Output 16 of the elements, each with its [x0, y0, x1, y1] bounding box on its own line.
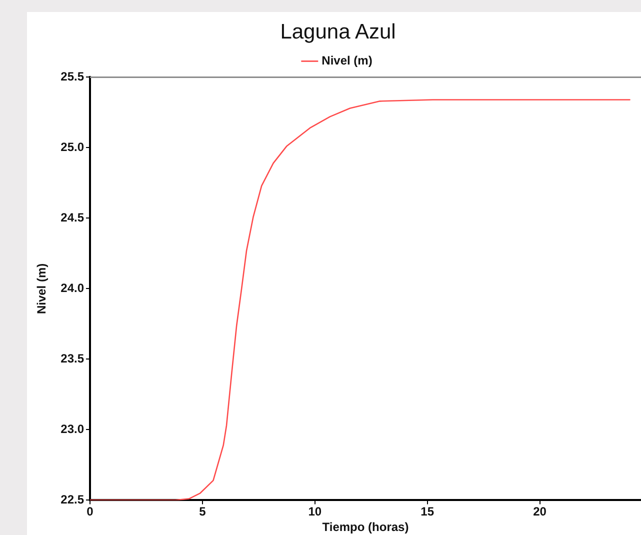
- y-tick-label: 25.5: [60, 70, 84, 84]
- y-tick-label: 23.5: [60, 352, 84, 366]
- x-tick-label: 5: [199, 504, 206, 519]
- y-tick-label: 23.0: [60, 422, 84, 436]
- y-tick-label: 24.0: [60, 281, 84, 296]
- x-tick-label: 0: [86, 504, 94, 519]
- y-axis-title: Nivel (m): [34, 263, 49, 314]
- y-tick-label: 25.0: [60, 140, 84, 154]
- x-tick-label: 20: [533, 504, 547, 519]
- x-axis-title: Tiempo (horas): [322, 520, 409, 534]
- y-tick-label: 22.5: [60, 492, 84, 507]
- x-tick-label: 10: [308, 504, 322, 519]
- x-tick-label: 15: [420, 504, 434, 519]
- legend-label: Nivel (m): [322, 54, 372, 68]
- y-tick-label: 24.5: [60, 210, 84, 225]
- chart-title: Laguna Azul: [280, 20, 396, 44]
